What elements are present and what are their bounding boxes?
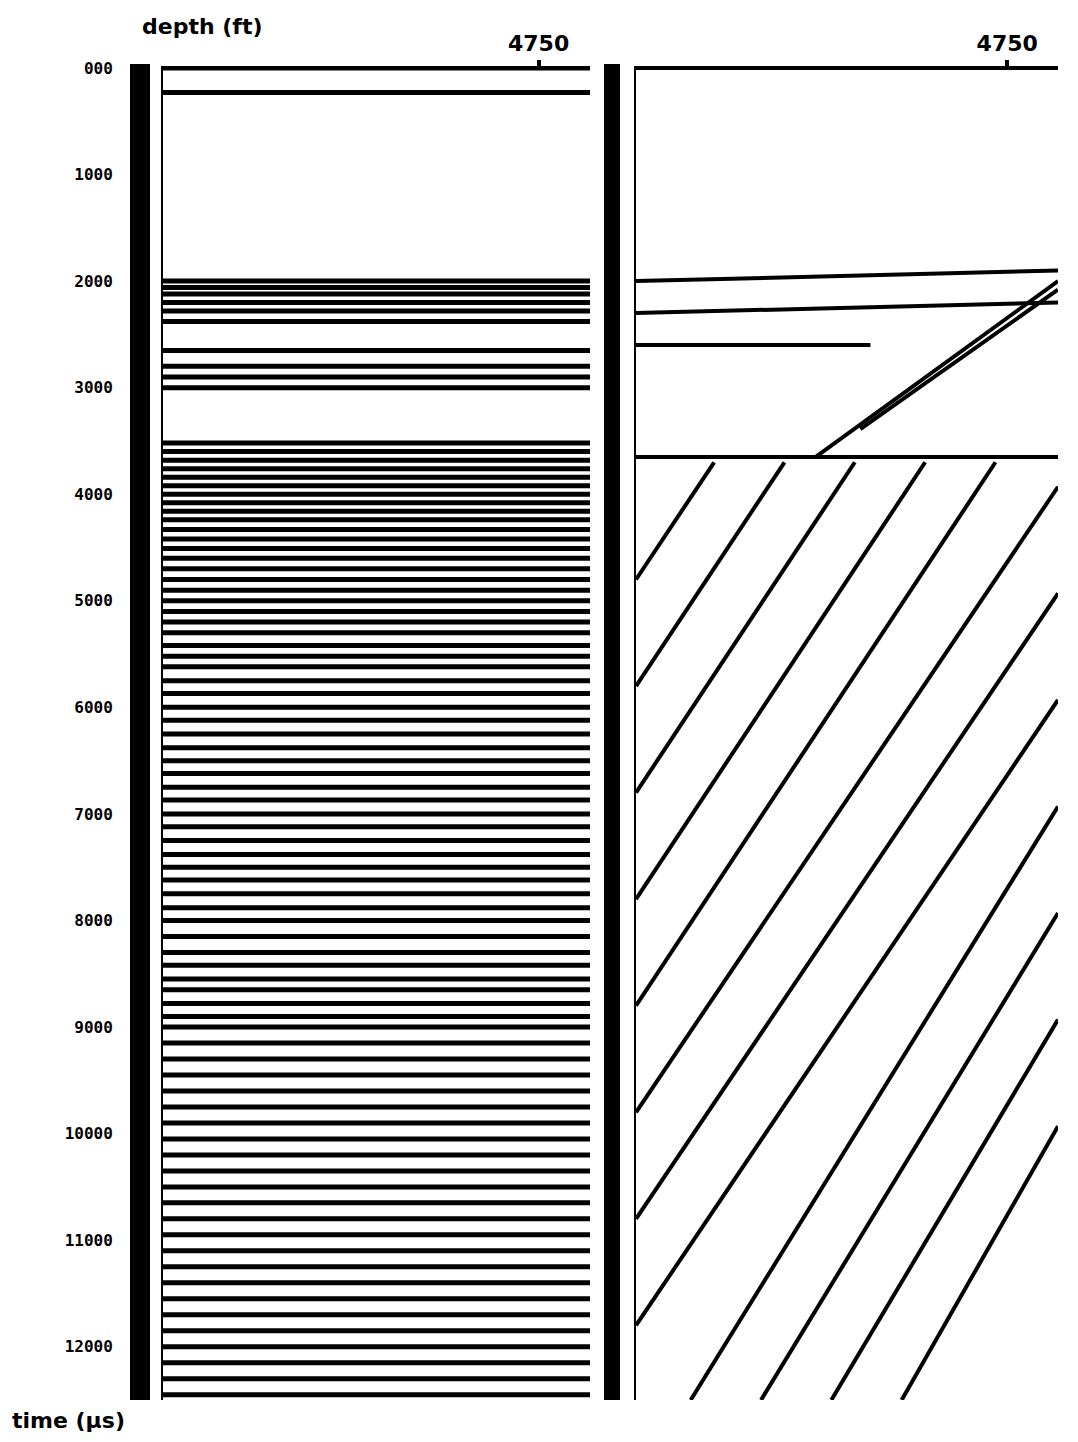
svg-text:6000: 6000 xyxy=(74,698,113,717)
svg-text:12000: 12000 xyxy=(65,1337,113,1356)
svg-text:1000: 1000 xyxy=(74,165,113,184)
svg-text:3000: 3000 xyxy=(74,378,113,397)
svg-text:7000: 7000 xyxy=(74,805,113,824)
svg-text:time (µs): time (µs) xyxy=(12,1408,125,1433)
svg-text:5000: 5000 xyxy=(74,591,113,610)
svg-text:4750: 4750 xyxy=(508,31,569,56)
svg-text:11000: 11000 xyxy=(65,1231,113,1250)
svg-text:10000: 10000 xyxy=(65,1124,113,1143)
svg-text:9000: 9000 xyxy=(74,1018,113,1037)
svg-text:depth (ft): depth (ft) xyxy=(142,14,262,39)
svg-text:2000: 2000 xyxy=(74,272,113,291)
svg-text:4000: 4000 xyxy=(74,485,113,504)
svg-text:4750: 4750 xyxy=(977,31,1038,56)
svg-text:000: 000 xyxy=(84,59,113,78)
svg-text:8000: 8000 xyxy=(74,911,113,930)
